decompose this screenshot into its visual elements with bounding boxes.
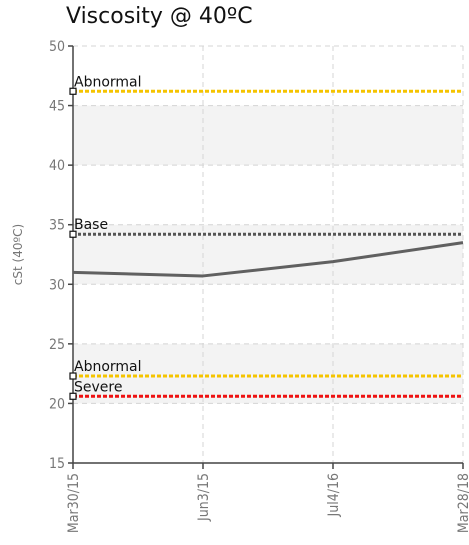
band [73, 105, 463, 166]
reference-label-base: Base [74, 217, 108, 233]
y-tick-label: 15 [49, 456, 65, 472]
reference-marker [69, 372, 77, 380]
series-line [72, 241, 464, 278]
reference-lines: Abnormal Base Abnormal Severe [69, 74, 463, 400]
band [73, 343, 463, 404]
y-tick-label: 30 [49, 277, 65, 293]
gridlines [73, 45, 464, 463]
y-tick-label: 45 [49, 99, 65, 115]
y-tick-label: 20 [49, 396, 65, 412]
y-tick-label: 25 [49, 337, 65, 353]
y-tick-label: 40 [49, 158, 65, 174]
reference-marker [69, 230, 77, 238]
y-axis-label: cSt (40ºC) [11, 224, 25, 285]
x-tick-label: Mar30/15 [66, 473, 82, 533]
chart-title: Viscosity @ 40ºC [66, 4, 253, 29]
reference-label-severe: Severe [74, 379, 122, 395]
x-tick-label: Jun3/15 [196, 473, 212, 522]
series [72, 241, 464, 278]
tick-labels: 15 20 25 30 35 40 45 50 Mar30/15 Jun3/15 Jul4/16 Ma… [49, 39, 469, 533]
reference-marker [69, 392, 77, 400]
reference-label-abnormal: Abnormal [74, 74, 142, 90]
y-tick-label: 35 [49, 218, 65, 234]
x-tick-label: Jul4/16 [326, 473, 342, 517]
y-tick-label: 50 [49, 39, 65, 55]
reference-marker [69, 87, 77, 95]
axes [68, 45, 464, 469]
reference-label-abnormal: Abnormal [74, 359, 142, 375]
x-tick-label: Mar28/18 [456, 473, 469, 533]
